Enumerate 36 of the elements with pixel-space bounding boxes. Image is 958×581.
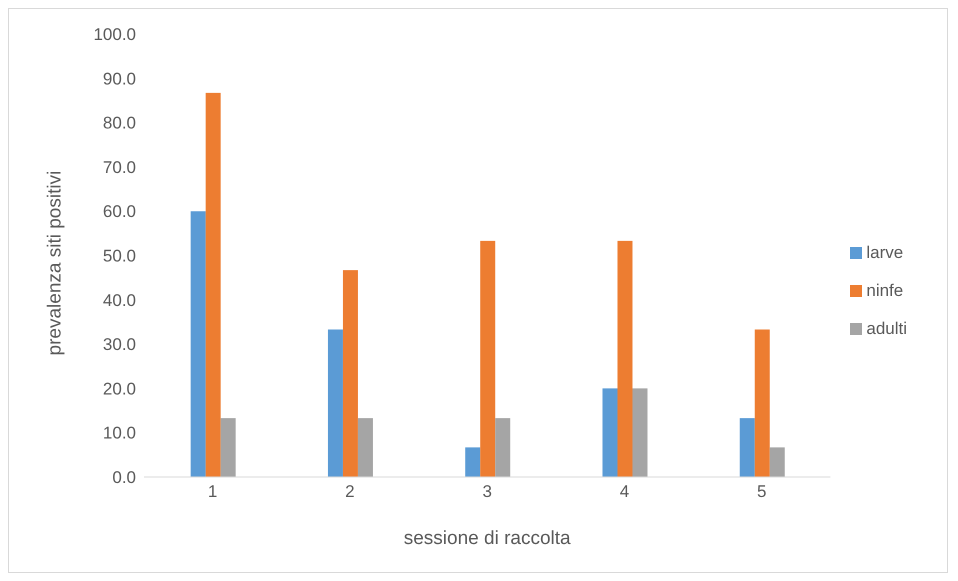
x-tick-label: 4 [620,482,630,502]
y-axis-title: prevalenza siti positivi [44,170,66,356]
bar [465,447,480,477]
y-tick-label: 10.0 [102,424,136,443]
bar [206,92,221,477]
bar [358,418,373,477]
x-tick-label: 1 [208,482,218,502]
y-tick-label: 90.0 [102,69,136,88]
bar [632,388,648,477]
y-tick-label: 50.0 [102,246,136,266]
bar [495,418,510,477]
bar [342,270,358,477]
bar [220,418,236,477]
legend-label: adulti [866,318,907,338]
x-tick-label: 5 [756,482,766,502]
bar [602,388,618,477]
y-tick-label: 0.0 [112,468,136,488]
bar [480,240,496,477]
y-tick-label: 30.0 [102,335,136,354]
x-tick-label: 3 [482,482,492,502]
y-tick-label: 70.0 [102,158,136,177]
bar [190,211,206,477]
y-tick-label: 80.0 [102,114,136,133]
bar [770,447,785,477]
x-axis-title: sessione di raccolta [404,528,572,549]
y-tick-label: 60.0 [102,202,136,222]
y-tick-label: 100.0 [93,25,136,44]
y-tick-label: 20.0 [102,379,136,398]
bar [617,240,632,477]
bar [740,418,755,477]
legend-label: ninfe [866,280,904,300]
bar [754,329,770,477]
legend-label: larve [866,242,904,262]
bar [328,329,343,477]
x-tick-label: 2 [345,482,355,502]
y-tick-label: 40.0 [102,290,136,310]
